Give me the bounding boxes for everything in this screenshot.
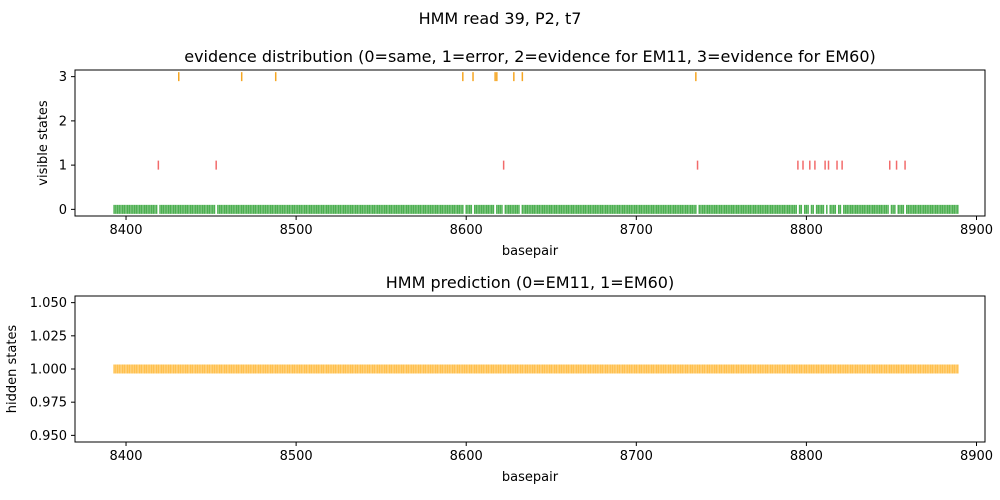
prediction-marks bbox=[113, 364, 959, 374]
prediction-xtick-label-8800: 8800 bbox=[790, 449, 823, 464]
prediction-y-ticks: 0.950 0.975 1.000 1.025 1.050 bbox=[30, 296, 75, 444]
prediction-xtick-label-8500: 8500 bbox=[280, 449, 313, 464]
prediction-ytick-label-1.025: 1.025 bbox=[30, 329, 67, 344]
evidence-y-ticks: 0 1 2 3 bbox=[59, 70, 75, 218]
prediction-ytick-label-0.950: 0.950 bbox=[30, 429, 67, 444]
prediction-ytick-label-1.000: 1.000 bbox=[30, 363, 67, 378]
evidence-x-ticks: 8400 8500 8600 8700 8800 8900 bbox=[109, 216, 993, 238]
prediction-ytick-label-1.050: 1.050 bbox=[30, 296, 67, 311]
evidence-xtick-label-8700: 8700 bbox=[620, 223, 653, 238]
prediction-xtick-label-8400: 8400 bbox=[109, 449, 142, 464]
figure-suptitle: HMM read 39, P2, t7 bbox=[419, 9, 582, 28]
evidence-plot-frame bbox=[74, 69, 986, 217]
prediction-title: HMM prediction (0=EM11, 1=EM60) bbox=[386, 273, 674, 292]
evidence-xtick-label-8800: 8800 bbox=[790, 223, 823, 238]
evidence-xtick-label-8500: 8500 bbox=[280, 223, 313, 238]
prediction-ylabel: hidden states bbox=[5, 325, 20, 414]
prediction-panel: HMM prediction (0=EM11, 1=EM60) hidden s… bbox=[5, 273, 993, 485]
evidence-panel: evidence distribution (0=same, 1=error, … bbox=[36, 47, 993, 259]
evidence-marks bbox=[113, 72, 959, 214]
prediction-xlabel: basepair bbox=[502, 470, 559, 485]
evidence-ytick-label-1: 1 bbox=[59, 159, 67, 174]
prediction-x-ticks: 8400 8500 8600 8700 8800 8900 bbox=[109, 442, 993, 464]
evidence-xtick-label-8900: 8900 bbox=[960, 223, 993, 238]
evidence-ytick-label-0: 0 bbox=[59, 203, 67, 218]
evidence-ytick-label-2: 2 bbox=[59, 114, 67, 129]
evidence-ylabel: visible states bbox=[36, 100, 51, 186]
prediction-xtick-label-8900: 8900 bbox=[960, 449, 993, 464]
prediction-xtick-label-8600: 8600 bbox=[450, 449, 483, 464]
prediction-ytick-label-0.975: 0.975 bbox=[30, 396, 67, 411]
prediction-plot-frame bbox=[74, 295, 986, 443]
evidence-ytick-label-3: 3 bbox=[59, 70, 67, 85]
evidence-xlabel: basepair bbox=[502, 244, 559, 259]
evidence-xtick-label-8400: 8400 bbox=[109, 223, 142, 238]
evidence-title: evidence distribution (0=same, 1=error, … bbox=[184, 47, 876, 66]
evidence-xtick-label-8600: 8600 bbox=[450, 223, 483, 238]
prediction-xtick-label-8700: 8700 bbox=[620, 449, 653, 464]
